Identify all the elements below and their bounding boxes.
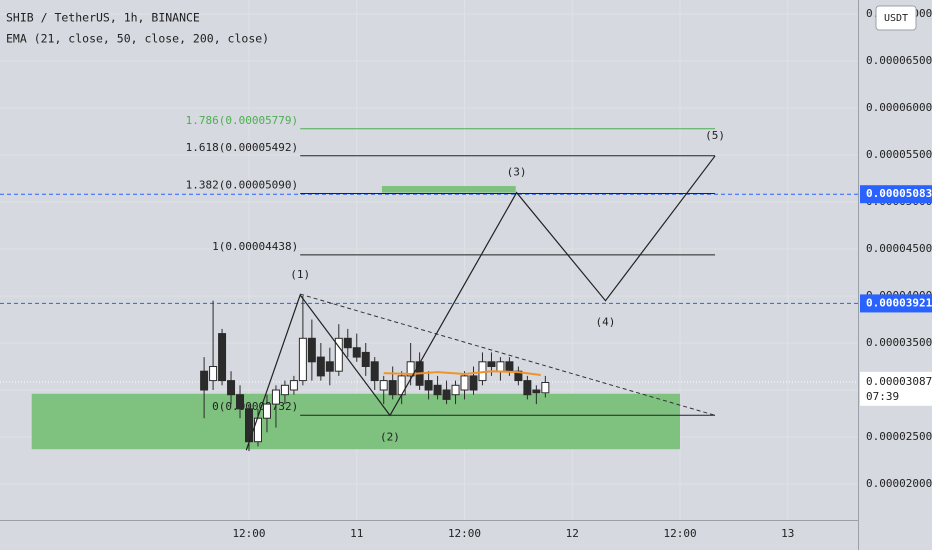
- candle-body: [505, 361, 514, 372]
- zone: [31, 393, 681, 450]
- wave-label: (3): [507, 166, 527, 179]
- zone: [381, 186, 516, 193]
- x-tick-label: 11: [350, 527, 363, 540]
- candle-body: [307, 337, 316, 363]
- y-tick-label: 0.00005500: [866, 148, 932, 161]
- plot: 1.786(0.00005779) 1.618(0.00005492) 1.382(…: [0, 113, 858, 452]
- y-tick-label: 0.00002000: [866, 477, 932, 490]
- wave-label: (5): [705, 129, 725, 142]
- candle-body: [227, 380, 236, 396]
- candle-body: [209, 366, 218, 382]
- x-tick-label: 12: [566, 527, 579, 540]
- candle-body: [280, 384, 289, 396]
- wave-label: (1): [290, 268, 310, 281]
- x-tick-label: 12:00: [663, 527, 696, 540]
- x-tick-label: 13: [781, 527, 794, 540]
- chart-title: SHIB / TetherUS, 1h, BINANCE: [6, 11, 200, 25]
- trendline: [300, 293, 716, 416]
- candle-body: [460, 375, 469, 391]
- y-tick-label: 0.00003500: [866, 336, 932, 349]
- candle-body: [289, 380, 298, 391]
- price-label: 0.00005083: [866, 187, 932, 200]
- candle-body: [298, 337, 307, 382]
- fib-label: 1.618(0.00005492): [186, 141, 299, 154]
- last-price-box: [860, 371, 932, 406]
- x-tick-label: 12:00: [232, 527, 265, 540]
- candle-body: [370, 361, 379, 382]
- candle-body: [253, 417, 262, 443]
- last-price-label: 0.00003087: [866, 375, 932, 388]
- currency-box: [875, 5, 917, 31]
- candle-body: [541, 381, 550, 394]
- candle-body: [379, 380, 388, 391]
- fib-label: 1.786(0.00005779): [186, 114, 299, 127]
- candle-body: [523, 380, 532, 396]
- y-tick-label: 0.00002500: [866, 430, 932, 443]
- candle-body: [397, 375, 406, 396]
- price-label-box: [860, 185, 932, 204]
- price-label: 0.00003921: [866, 296, 932, 309]
- candle-body: [424, 380, 433, 391]
- wave-label: (4): [596, 316, 616, 329]
- candle-body: [442, 389, 451, 400]
- candle-body: [361, 351, 370, 368]
- candle-body: [271, 389, 280, 405]
- candle-body: [262, 403, 271, 419]
- wave-path: [245, 155, 716, 451]
- fib-label: 1.382(0.00005090): [186, 179, 299, 192]
- candle-body: [469, 375, 478, 391]
- candle-body: [532, 389, 541, 394]
- candle-body: [325, 361, 334, 372]
- candle-body: [316, 356, 325, 377]
- candle-body: [352, 347, 361, 358]
- x-tick-label: 12:00: [448, 527, 481, 540]
- price-axis: 0.000020000.000025000.000030000.00003500…: [860, 5, 932, 490]
- wave-label: (2): [380, 430, 400, 443]
- fib-label: 1(0.00004438): [212, 240, 298, 253]
- candle-body: [388, 380, 397, 396]
- candle-body: [451, 384, 460, 396]
- currency-label: USDT: [884, 13, 908, 24]
- countdown-label: 07:39: [866, 390, 899, 403]
- candle-body: [496, 361, 505, 372]
- y-tick-label: 0.00004500: [866, 242, 932, 255]
- ema-line: [383, 370, 541, 376]
- candle-body: [218, 333, 227, 382]
- price-label-box: [860, 294, 932, 313]
- candle-body: [334, 337, 343, 372]
- y-tick-label: 0.00006500: [866, 54, 932, 67]
- candle-body: [487, 361, 496, 368]
- candle-body: [343, 337, 352, 349]
- candle-body: [433, 384, 442, 396]
- candle-body: [200, 370, 209, 391]
- candle-body: [406, 361, 415, 377]
- candle-body: [236, 394, 245, 410]
- y-tick-label: 0.00006000: [866, 101, 932, 114]
- indicator-title: EMA (21, close, 50, close, 200, close): [6, 32, 269, 46]
